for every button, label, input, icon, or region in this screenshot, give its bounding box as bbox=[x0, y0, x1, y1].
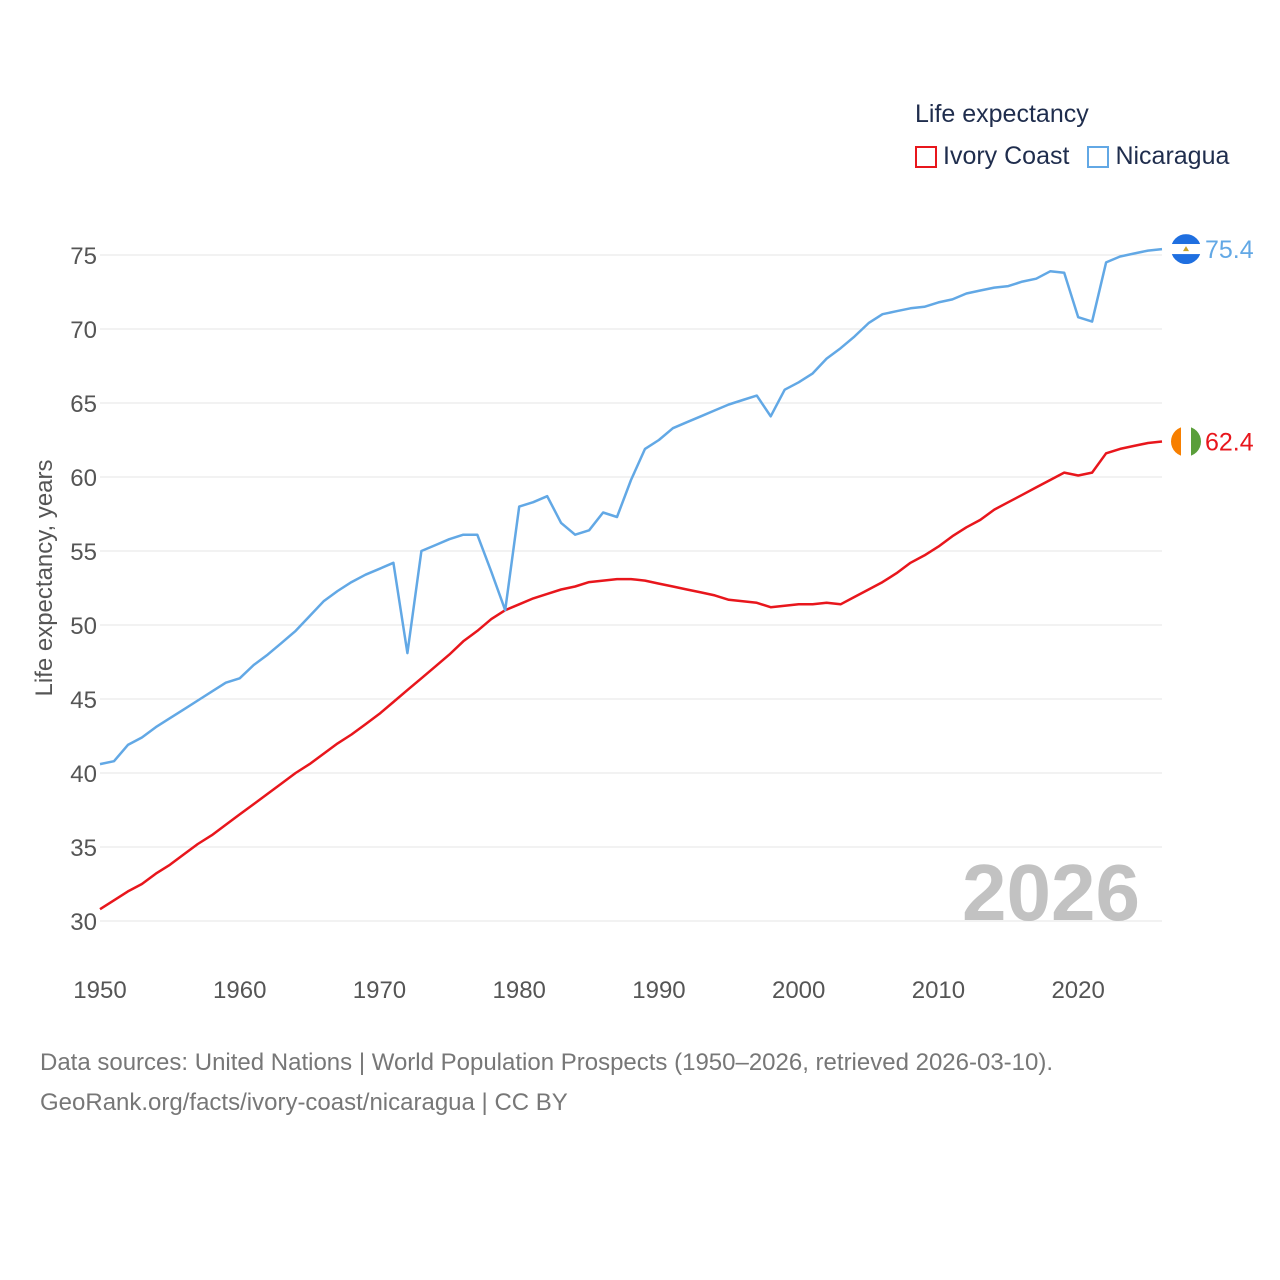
y-tick-label: 70 bbox=[70, 317, 97, 344]
x-tick-label: 2000 bbox=[772, 977, 825, 1004]
legend-label-nicaragua: Nicaragua bbox=[1115, 142, 1230, 170]
x-tick-label: 1960 bbox=[213, 977, 266, 1004]
legend-item-nicaragua[interactable]: Nicaragua bbox=[1087, 142, 1229, 171]
y-tick-label: 75 bbox=[70, 243, 97, 270]
flag-icon-ivory-coast bbox=[1171, 426, 1201, 457]
axis-ticks: 30 35 40 45 50 55 60 65 70 75 1950 1960 1970 1980 1990… bbox=[70, 243, 1105, 1004]
legend-label-ivory-coast: Ivory Coast bbox=[943, 142, 1070, 170]
y-axis-label: Life expectancy, years bbox=[31, 459, 58, 696]
y-tick-label: 65 bbox=[70, 391, 97, 418]
y-tick-label: 35 bbox=[70, 835, 97, 862]
end-value-label-ivory-coast: 62.4 bbox=[1205, 428, 1254, 456]
end-value-label-nicaragua: 75.4 bbox=[1205, 236, 1254, 264]
legend-swatch-ivory-coast bbox=[915, 145, 937, 168]
x-tick-label: 1980 bbox=[493, 977, 546, 1004]
x-tick-label: 2010 bbox=[912, 977, 965, 1004]
source-line-2[interactable]: GeoRank.org/facts/ivory-coast/nicaragua … bbox=[40, 1089, 568, 1116]
y-tick-label: 45 bbox=[70, 687, 97, 714]
x-tick-label: 1950 bbox=[73, 977, 126, 1004]
legend-title: Life expectancy bbox=[915, 100, 1089, 128]
grid-lines bbox=[100, 254, 1162, 922]
x-tick-label: 2020 bbox=[1051, 977, 1104, 1004]
x-tick-label: 1990 bbox=[632, 977, 685, 1004]
year-watermark: 2026 bbox=[962, 848, 1140, 937]
legend: Ivory Coast Nicaragua bbox=[915, 142, 1229, 171]
y-tick-label: 30 bbox=[70, 909, 97, 936]
y-tick-label: 55 bbox=[70, 539, 97, 566]
legend-swatch-nicaragua bbox=[1087, 145, 1110, 168]
series-line-ivory-coast[interactable] bbox=[99, 440, 1163, 911]
y-tick-label: 50 bbox=[70, 613, 97, 640]
flag-icon-nicaragua bbox=[1171, 234, 1201, 265]
source-note: Data sources: United Nations | World Pop… bbox=[40, 1043, 1053, 1123]
y-tick-label: 40 bbox=[70, 761, 97, 788]
series-line-nicaragua[interactable] bbox=[99, 247, 1163, 766]
x-tick-label: 1970 bbox=[353, 977, 406, 1004]
legend-item-ivory-coast[interactable]: Ivory Coast bbox=[915, 142, 1069, 171]
y-tick-label: 60 bbox=[70, 465, 97, 492]
source-line-1: Data sources: United Nations | World Pop… bbox=[40, 1049, 1054, 1076]
